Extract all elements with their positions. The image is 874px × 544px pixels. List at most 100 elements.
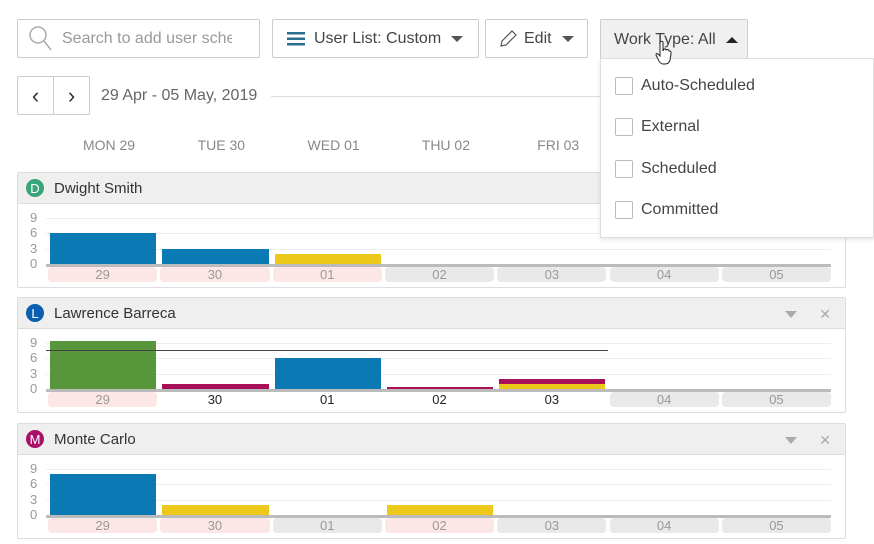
x-axis (46, 515, 831, 518)
y-tick: 9 (30, 334, 38, 350)
list-icon (287, 31, 305, 45)
gridline (46, 484, 831, 486)
search-placeholder: Search to add user sche (62, 29, 232, 47)
day-label: 29 (48, 392, 158, 407)
close-icon[interactable]: ✕ (819, 306, 831, 322)
bar-magenta[interactable] (499, 378, 606, 384)
day-label: 05 (721, 392, 832, 407)
bar-yellow[interactable] (162, 504, 269, 515)
day-label: 04 (609, 392, 719, 407)
avatar: M (26, 430, 44, 448)
user-panel: M Monte Carlo ✕ 9 6 3 0 29 30 01 02 03 04 05 (17, 423, 846, 539)
gridline (46, 468, 831, 470)
day-label: 01 (272, 267, 382, 282)
pencil-icon (500, 29, 517, 47)
next-week-button[interactable]: › (54, 77, 89, 114)
bar-yellow[interactable] (386, 504, 494, 515)
divider (271, 96, 601, 97)
day-label: 30 (160, 267, 270, 282)
gridline (46, 248, 831, 250)
bar-blue[interactable] (50, 473, 157, 515)
y-tick: 0 (30, 381, 38, 396)
day-label: 03 (544, 392, 560, 407)
bar-yellow[interactable] (274, 253, 381, 264)
checkbox[interactable] (615, 77, 633, 95)
prev-week-button[interactable]: ‹ (18, 77, 54, 114)
option-committed[interactable]: Committed (615, 201, 718, 219)
gridline (46, 342, 831, 344)
gridline (46, 217, 831, 219)
checkbox[interactable] (615, 201, 633, 219)
search-icon (29, 25, 52, 50)
bar-yellow[interactable] (499, 383, 606, 389)
day-label: 01 (320, 392, 335, 407)
bar-blue[interactable] (50, 233, 157, 264)
gridline (46, 233, 831, 235)
day-header: MON 29 (82, 137, 136, 153)
day-label: 03 (497, 518, 607, 533)
bar-green[interactable] (50, 341, 157, 389)
option-external[interactable]: External (615, 118, 700, 136)
edit-dropdown[interactable]: Edit (485, 19, 588, 58)
collapse-icon[interactable] (785, 437, 798, 444)
gridline (46, 358, 831, 360)
option-auto-scheduled[interactable]: Auto-Scheduled (615, 77, 755, 95)
option-label: Auto-Scheduled (641, 77, 755, 94)
chevron-left-icon: ‹ (31, 82, 40, 108)
day-label: 29 (48, 267, 158, 282)
hand-cursor-icon (655, 40, 672, 65)
y-tick: 6 (30, 225, 38, 241)
day-label: 04 (609, 518, 719, 533)
day-label: 30 (160, 518, 270, 533)
search-input[interactable]: Search to add user sche (17, 19, 260, 58)
user-panel: L Lawrence Barreca ✕ 9 6 3 0 29 30 01 02 03 04 05 (17, 297, 846, 413)
bar-blue[interactable] (274, 358, 381, 389)
date-nav: ‹ › (17, 76, 90, 115)
user-name: Monte Carlo (54, 430, 136, 448)
capacity-line (46, 350, 608, 352)
y-tick: 3 (30, 491, 38, 507)
option-label: Scheduled (641, 160, 717, 177)
day-label: 02 (432, 392, 447, 407)
checkbox[interactable] (615, 118, 633, 136)
edit-label: Edit (524, 29, 552, 47)
day-label: 04 (609, 267, 719, 282)
work-type-menu: Auto-Scheduled External Scheduled Commit… (600, 58, 874, 238)
y-tick: 3 (30, 240, 38, 256)
work-type-dropdown[interactable]: Work Type: All (600, 19, 748, 59)
chevron-up-icon (725, 36, 738, 43)
day-label: 02 (384, 267, 495, 282)
day-label: 05 (721, 267, 832, 282)
option-label: External (641, 118, 700, 135)
date-range: 29 Apr - 05 May, 2019 (101, 87, 258, 104)
x-axis (46, 389, 831, 392)
gridline (46, 373, 831, 375)
bar-blue[interactable] (162, 248, 269, 264)
user-panel-header: L Lawrence Barreca ✕ (18, 298, 845, 329)
bar-magenta[interactable] (162, 383, 269, 389)
avatar: L (26, 304, 44, 322)
avatar: D (26, 179, 44, 197)
y-tick: 6 (30, 350, 38, 366)
option-label: Committed (641, 201, 719, 218)
bar-magenta[interactable] (386, 386, 494, 389)
y-tick: 6 (30, 476, 38, 492)
work-type-label: Work Type: All (614, 30, 716, 48)
day-header: FRI 03 (537, 137, 580, 153)
user-list-dropdown[interactable]: User List: Custom (272, 19, 479, 58)
day-label: 03 (497, 267, 607, 282)
y-tick: 9 (30, 209, 38, 225)
user-list-label: User List: Custom (314, 29, 442, 47)
y-tick: 0 (30, 507, 38, 522)
checkbox[interactable] (615, 160, 633, 178)
chevron-down-icon (561, 35, 574, 42)
day-label: 05 (721, 518, 832, 533)
user-name: Dwight Smith (54, 179, 143, 197)
collapse-icon[interactable] (785, 311, 798, 318)
option-scheduled[interactable]: Scheduled (615, 160, 717, 178)
y-tick: 9 (30, 460, 38, 476)
gridline (46, 499, 831, 501)
day-label: 29 (48, 518, 158, 533)
close-icon[interactable]: ✕ (819, 432, 831, 448)
x-axis (46, 264, 831, 267)
